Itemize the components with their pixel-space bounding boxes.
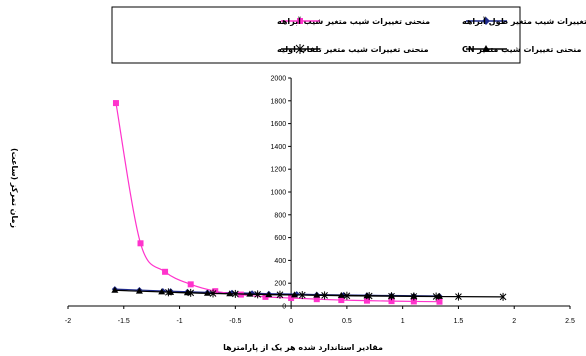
legend-label-2: منحنی تغییرات شیب متغیر CN (462, 45, 581, 54)
data-point (231, 289, 239, 298)
data-point (158, 288, 166, 295)
data-point (410, 292, 418, 301)
data-point (363, 297, 370, 304)
data-point (313, 291, 321, 298)
y-axis-label: زمان تمرکز (ساعت) (10, 148, 19, 228)
x-ticks: -2 -1.5 -1 -0.5 0 0.5 1 1.5 2 2.5 (65, 306, 575, 325)
data-point (254, 290, 261, 299)
x-tick-label: 2 (512, 318, 516, 325)
data-point (288, 295, 295, 302)
y-tick-label: 1200 (271, 167, 287, 174)
data-point (343, 291, 351, 300)
data-point (435, 292, 443, 299)
y-tick-label: 0 (282, 304, 286, 311)
data-point (338, 297, 345, 304)
x-tick-label: -1 (176, 318, 182, 325)
x-tick-label: -1.5 (118, 318, 130, 325)
y-tick-label: 800 (274, 212, 286, 219)
data-point (410, 298, 417, 305)
legend-marker-1 (297, 18, 303, 24)
legend-label-3: منحنی تغییرات شیب متغیر تلفات اولیه (277, 45, 429, 54)
y-tick-label: 1800 (271, 98, 287, 105)
data-point (432, 292, 440, 301)
axes (68, 78, 570, 307)
data-point (436, 298, 443, 305)
legend: منحنی تغییرات شیب متغیر طول آبراهه منحنی… (111, 6, 586, 64)
data-point (209, 289, 217, 298)
data-point (135, 287, 143, 294)
y-tick-label: 600 (274, 235, 286, 242)
y-tick-label: 2000 (271, 76, 287, 83)
x-tick-label: 1 (401, 318, 405, 325)
x-tick-label: -2 (65, 318, 71, 325)
data-point (388, 298, 395, 305)
y-tick-label: 400 (274, 258, 286, 265)
series-1 (112, 100, 443, 305)
data-point (165, 288, 172, 297)
legend-marker-0 (482, 17, 490, 25)
x-tick-label: 2.5 (565, 318, 575, 325)
data-point (187, 288, 195, 297)
data-point (313, 296, 320, 303)
data-point (321, 291, 328, 300)
y-tick-label: 1000 (271, 190, 287, 197)
data-point (162, 268, 169, 275)
data-point (137, 240, 144, 247)
x-tick-label: 0.5 (342, 318, 352, 325)
data-point (455, 292, 462, 301)
legend-marker-2 (482, 45, 490, 52)
series-3 (165, 288, 507, 301)
data-point (337, 291, 345, 298)
data-point (298, 291, 306, 300)
legend-marker-3 (295, 44, 305, 54)
data-point (112, 100, 119, 107)
y-tick-label: 200 (274, 281, 286, 288)
data-point (226, 290, 234, 297)
data-point (111, 286, 119, 293)
data-point (276, 290, 284, 299)
data-point (187, 281, 194, 288)
y-ticks: 0 200 400 600 800 1000 1200 1400 1600 1800 2000 (271, 76, 292, 311)
legend-label-1: منحنی تغییرات شیب متغیر شیب آبراهه (277, 16, 430, 26)
x-tick-label: 0 (289, 318, 293, 325)
y-tick-label: 1600 (271, 121, 287, 128)
series-group (111, 100, 507, 305)
data-point (365, 291, 373, 300)
data-point (388, 292, 395, 301)
legend-label-0: منحنی تغییرات شیب متغیر طول آبراهه (462, 16, 586, 26)
data-point (499, 292, 507, 301)
y-tick-label: 1400 (271, 144, 287, 151)
x-tick-label: 1.5 (454, 318, 464, 325)
x-axis-label: مقادیر استاندارد شده هر یک از پارامترها (223, 343, 383, 352)
data-point (290, 291, 298, 298)
x-tick-label: -0.5 (229, 318, 241, 325)
legend-box (111, 6, 521, 64)
